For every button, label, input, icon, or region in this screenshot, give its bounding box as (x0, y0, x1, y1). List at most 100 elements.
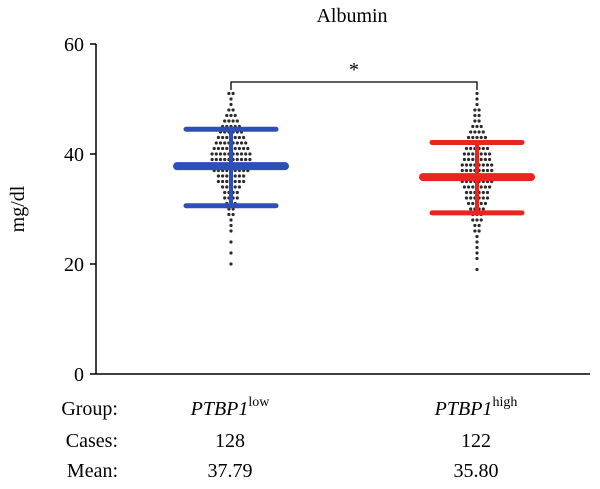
data-point (235, 157, 239, 162)
data-point (462, 157, 466, 162)
data-point (231, 119, 235, 123)
data-point (477, 223, 481, 228)
data-point (479, 185, 483, 189)
chart-title: Albumin (316, 5, 387, 27)
significance-bracket: * (230, 59, 478, 90)
data-point (479, 135, 483, 140)
data-point (229, 251, 233, 255)
data-point (471, 201, 475, 206)
data-point (225, 174, 229, 178)
data-point (227, 91, 231, 96)
data-point (475, 234, 479, 239)
data-point (477, 119, 481, 123)
data-point (471, 135, 475, 140)
data-point (229, 218, 233, 222)
group-name-low: PTBP1low (190, 395, 270, 421)
data-point (469, 190, 473, 195)
data-point (473, 130, 477, 134)
data-point (488, 152, 492, 156)
data-point (227, 119, 231, 123)
group-name-high: PTBP1high (434, 395, 518, 421)
data-point (231, 212, 235, 217)
data-point (223, 190, 227, 195)
group-row: Group: PTBP1low PTBP1high (0, 395, 600, 426)
data-point (233, 185, 237, 189)
data-point (475, 240, 479, 244)
data-point (225, 113, 229, 118)
data-point (231, 108, 235, 112)
data-point (479, 152, 483, 156)
y-tick-label: 20 (64, 254, 84, 276)
data-point (237, 179, 241, 184)
data-point (471, 152, 475, 156)
data-point (467, 135, 471, 140)
data-point (216, 174, 220, 178)
data-point (225, 179, 229, 184)
data-point (223, 196, 227, 200)
data-point (233, 146, 237, 151)
data-point (481, 196, 485, 200)
data-point (221, 135, 225, 140)
data-point (473, 113, 477, 118)
data-point (237, 185, 241, 189)
data-point (464, 146, 469, 151)
data-point (471, 157, 475, 162)
data-point (233, 179, 237, 184)
data-point (483, 185, 487, 189)
data-point (216, 146, 220, 151)
data-point (469, 146, 473, 151)
data-point (223, 152, 227, 156)
data-point (475, 124, 479, 129)
data-point (485, 163, 490, 167)
data-point (464, 168, 469, 173)
cases-high: 122 (461, 430, 491, 452)
data-point (210, 152, 214, 156)
data-point (227, 212, 231, 217)
data-point (467, 185, 471, 189)
data-point (233, 174, 237, 178)
y-tick-label: 60 (64, 34, 84, 56)
bracket-line (230, 81, 478, 90)
cases-row: Cases: 128 122 (0, 430, 600, 458)
data-point (467, 157, 471, 162)
data-point (225, 146, 229, 151)
data-point (237, 174, 241, 178)
mean-high: 35.80 (453, 460, 499, 482)
data-point (229, 102, 233, 107)
data-point (235, 196, 239, 200)
group-low (173, 91, 289, 266)
data-point (229, 97, 233, 101)
data-point (248, 152, 252, 156)
data-point (473, 108, 477, 112)
data-point (477, 108, 481, 112)
data-point (242, 135, 246, 140)
data-point (483, 201, 487, 206)
data-point (214, 152, 218, 156)
data-point (477, 113, 481, 118)
data-point (477, 130, 481, 134)
data-point (218, 157, 223, 162)
data-point (233, 135, 237, 140)
data-point (244, 157, 248, 162)
data-point (218, 152, 223, 156)
data-point (235, 152, 239, 156)
data-point (229, 262, 233, 266)
y-tick-label: 0 (74, 364, 84, 386)
data-point (237, 135, 241, 140)
data-point (490, 163, 494, 167)
cases-row-label: Cases: (65, 430, 118, 452)
data-point (475, 135, 479, 140)
data-point (464, 196, 469, 200)
data-point (475, 256, 479, 261)
data-point (239, 157, 244, 162)
data-point (490, 168, 494, 173)
data-point (488, 157, 492, 162)
data-point (244, 141, 248, 145)
data-point (481, 130, 485, 134)
data-point (475, 102, 479, 107)
data-point (485, 146, 490, 151)
data-point (244, 152, 248, 156)
data-point (221, 179, 225, 184)
cases-low: 128 (215, 430, 245, 452)
